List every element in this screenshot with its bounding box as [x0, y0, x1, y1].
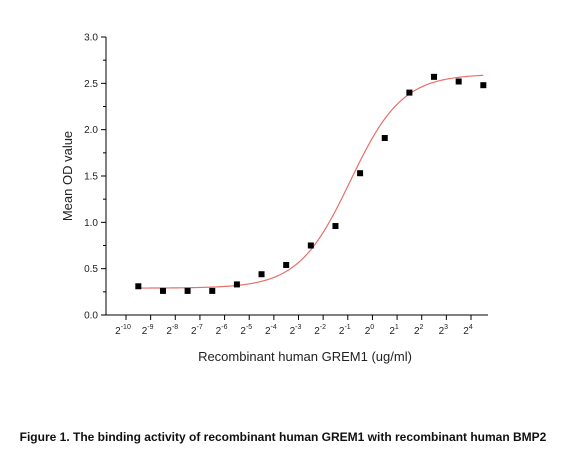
y-tick-label: 2.0: [84, 125, 98, 136]
figure-caption: Figure 1. The binding activity of recomb…: [19, 430, 547, 444]
y-tick-label: 0.5: [84, 264, 98, 275]
y-axis-title: Mean OD value: [60, 131, 75, 221]
data-point: [258, 271, 265, 278]
data-point: [283, 261, 290, 268]
data-point: [332, 223, 339, 230]
data-point: [431, 73, 438, 80]
x-tick-label: 2-7: [191, 324, 203, 337]
data-point: [209, 287, 216, 294]
x-tick-label: 24: [463, 324, 473, 337]
x-tick-label: 2-4: [265, 324, 277, 337]
y-tick-label: 0.0: [84, 311, 98, 322]
data-point: [381, 135, 388, 142]
y-tick-label: 3.0: [84, 33, 98, 44]
x-tick-label: 2-1: [339, 324, 351, 337]
data-point: [184, 287, 191, 294]
y-tick-label: 1.5: [84, 172, 98, 183]
data-point: [135, 283, 142, 290]
data-point: [455, 78, 462, 85]
axes: 0.0 0.5 1.0 1.5 2.0 2.5 3.0 2-10 2-9 2-8 2-7 2-6 2-5…: [84, 33, 488, 337]
x-tick-label: 2-5: [240, 324, 252, 337]
data-point: [480, 82, 487, 89]
chart: 0.0 0.5 1.0 1.5 2.0 2.5 3.0 2-10 2-9 2-8 2-7 2-6 2-5…: [60, 33, 488, 364]
fit-curve: [138, 74, 484, 289]
x-tick-label: 22: [414, 324, 424, 337]
data-point: [233, 281, 240, 288]
y-tick-label: 2.5: [84, 79, 98, 90]
data-point: [406, 89, 413, 96]
x-tick-label: 2-6: [216, 324, 228, 337]
x-tick-label: 2-2: [314, 324, 326, 337]
x-tick-label: 20: [365, 324, 375, 337]
data-point: [357, 170, 364, 177]
data-point: [159, 287, 166, 294]
data-point: [307, 242, 314, 249]
x-tick-label: 23: [439, 324, 449, 337]
x-tick-label: 2-8: [166, 324, 178, 337]
x-tick-label: 2-9: [142, 324, 154, 337]
fit-curve-layer: [138, 74, 484, 289]
x-tick-label: 2-10: [115, 324, 131, 337]
x-tick-label: 21: [389, 324, 399, 337]
x-tick-label: 2-3: [290, 324, 302, 337]
x-axis-title: Recombinant human GREM1 (ug/ml): [198, 349, 412, 364]
data-points-layer: [135, 73, 487, 294]
y-tick-label: 1.0: [84, 218, 98, 229]
